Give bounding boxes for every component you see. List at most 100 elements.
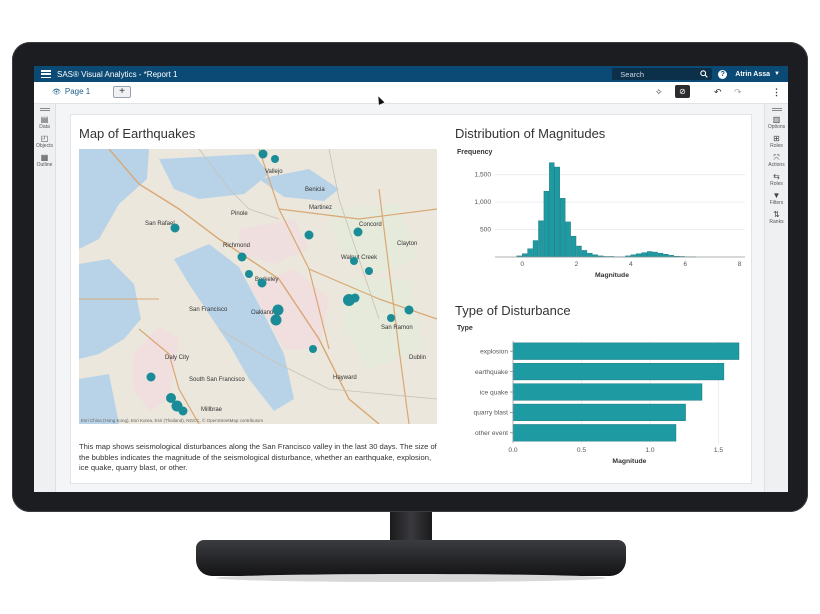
app-screen: SAS® Visual Analytics - *Report 1 Search… (34, 66, 788, 492)
undo-icon[interactable]: ↶ (714, 87, 722, 97)
bar-chart-bar (512, 424, 677, 442)
bar-chart-category-label: explosion (480, 349, 508, 356)
search-input[interactable]: Search (612, 68, 713, 80)
bar-chart-category-label: other event (475, 430, 508, 437)
actions-icon: ⤧ (773, 153, 780, 162)
user-name[interactable]: Atrin Assa (735, 70, 771, 78)
panel-grip-icon[interactable] (771, 108, 782, 111)
histogram-bar (641, 252, 647, 258)
side-item-roles[interactable]: ⊞ Roles (765, 134, 788, 149)
hamburger-menu-icon[interactable] (41, 70, 51, 78)
histogram-bar (560, 198, 566, 258)
side-item-label: Roles (770, 181, 783, 187)
monitor-shadow (216, 574, 606, 582)
histogram-bar (581, 250, 588, 258)
panel-grip-icon[interactable] (39, 108, 50, 111)
earthquake-bubble (350, 293, 360, 303)
histogram-bar (549, 162, 555, 258)
magnitude-histogram[interactable]: 500 1,000 1,500 0 2 4 6 8 Magnitude (455, 157, 751, 283)
histogram-title: Distribution of Magnitudes (455, 126, 606, 141)
map-label-hayward: Hayward (333, 375, 357, 381)
side-item-filters[interactable]: ▼ Filters (765, 191, 788, 206)
side-item-objects[interactable]: ◰ Objects (34, 134, 55, 149)
map-canvas: Vallejo Benicia San Rafael Pinole Martin… (79, 149, 437, 424)
right-panel: ▥ Options ⊞ Roles ⤧ Actions ⇆ Roles ▼ Fi… (764, 104, 788, 492)
histogram-bar (538, 220, 544, 258)
earthquake-bubble (245, 270, 253, 278)
earthquake-bubble (257, 278, 267, 288)
histogram-bar (565, 221, 571, 258)
earthquake-bubble (237, 252, 247, 262)
report-canvas: Map of Earthquakes (70, 114, 752, 484)
chevron-down-icon[interactable]: ▼ (774, 71, 780, 77)
map-label-berkeley: Berkeley (255, 277, 278, 283)
search-placeholder: Search (620, 69, 645, 79)
bar-chart-x-axis-label: Magnitude (612, 458, 646, 465)
map-label-pinole: Pinole (231, 211, 248, 217)
bar-chart-bar (512, 383, 703, 401)
add-page-button[interactable]: + (113, 86, 131, 98)
bar-chart-title: Type of Disturbance (455, 303, 571, 318)
ranks-icon: ⇅ (773, 210, 780, 219)
earthquake-bubble (353, 227, 363, 237)
side-item-data[interactable]: ▤ Data (34, 115, 55, 130)
search-icon[interactable] (700, 70, 709, 78)
earthquake-bubble (304, 230, 314, 240)
bar-chart-x-tick: 0.0 (508, 447, 517, 454)
earthquake-bubble (270, 314, 282, 326)
roles-icon: ⊞ (773, 134, 780, 143)
histogram-bar (646, 251, 653, 258)
magic-wand-icon[interactable]: ✧ (655, 87, 663, 97)
bar-chart-category-label: quarry blast (474, 410, 509, 417)
earthquake-bubble (271, 155, 279, 163)
side-item-label: Data (39, 124, 50, 130)
earthquake-map[interactable]: Vallejo Benicia San Rafael Pinole Martin… (79, 149, 437, 424)
report-toolbar: 👁 Page 1 + ✧ ⊘ ↶ ↷ ⋮ (34, 82, 788, 104)
options-icon: ▥ (772, 115, 781, 124)
bar-chart-bar (512, 363, 725, 381)
side-item-roles-2[interactable]: ⇆ Roles (765, 172, 788, 187)
map-attribution: Esri China (Hong Kong), Esri Korea, Esri… (81, 418, 264, 423)
map-label-san-ramon: San Ramon (381, 325, 413, 331)
side-item-ranks[interactable]: ⇅ Ranks (765, 210, 788, 225)
map-label-concord: Concord (359, 222, 382, 228)
database-icon: ▤ (40, 115, 49, 124)
map-label-walnut-creek: Walnut Creek (341, 255, 378, 261)
help-icon[interactable]: ? (718, 69, 728, 79)
tab-page-1[interactable]: 👁 Page 1 (52, 87, 90, 96)
histogram-bar (543, 190, 550, 258)
side-item-outline[interactable]: ▦ Outline (34, 153, 55, 168)
map-title: Map of Earthquakes (79, 126, 196, 141)
histogram-bar (521, 253, 528, 258)
side-item-label: Actions (768, 162, 785, 168)
more-options-icon[interactable]: ⋮ (772, 87, 781, 97)
histogram-bar (576, 245, 582, 258)
side-item-label: Outline (36, 162, 53, 168)
earthquake-bubble (146, 372, 156, 382)
earthquake-bubble (178, 406, 188, 416)
side-item-label: Options (767, 124, 786, 130)
histogram-bar (587, 252, 593, 258)
side-item-label: Roles (770, 143, 783, 149)
histogram-bar (570, 235, 577, 258)
disturbance-bar-chart[interactable]: 0.0 0.5 1.0 1.5 explosion earthquake ice quake… (455, 333, 751, 478)
redo-icon[interactable]: ↷ (734, 87, 742, 97)
histogram-bar (554, 166, 560, 258)
side-item-label: Filters (769, 200, 784, 206)
map-label-benicia: Benicia (305, 187, 325, 193)
eye-icon: 👁 (52, 88, 61, 96)
side-item-actions[interactable]: ⤧ Actions (765, 153, 788, 168)
earthquake-bubble (258, 149, 268, 159)
histogram-x-axis-label: Magnitude (595, 272, 629, 279)
histogram-bar (663, 254, 669, 258)
side-item-options[interactable]: ▥ Options (765, 115, 788, 130)
bar-chart-y-axis-label: Type (457, 325, 473, 332)
roles-icon: ⇆ (773, 172, 780, 181)
monitor-edge (12, 42, 808, 512)
tab-label: Page 1 (64, 87, 91, 96)
bar-chart-x-tick: 1.5 (714, 447, 723, 454)
histogram-x-tick: 8 (738, 261, 742, 268)
view-mode-icon[interactable]: ⊘ (675, 85, 690, 98)
histogram-bar (527, 248, 533, 258)
map-label-san-rafael: San Rafael (145, 221, 175, 227)
